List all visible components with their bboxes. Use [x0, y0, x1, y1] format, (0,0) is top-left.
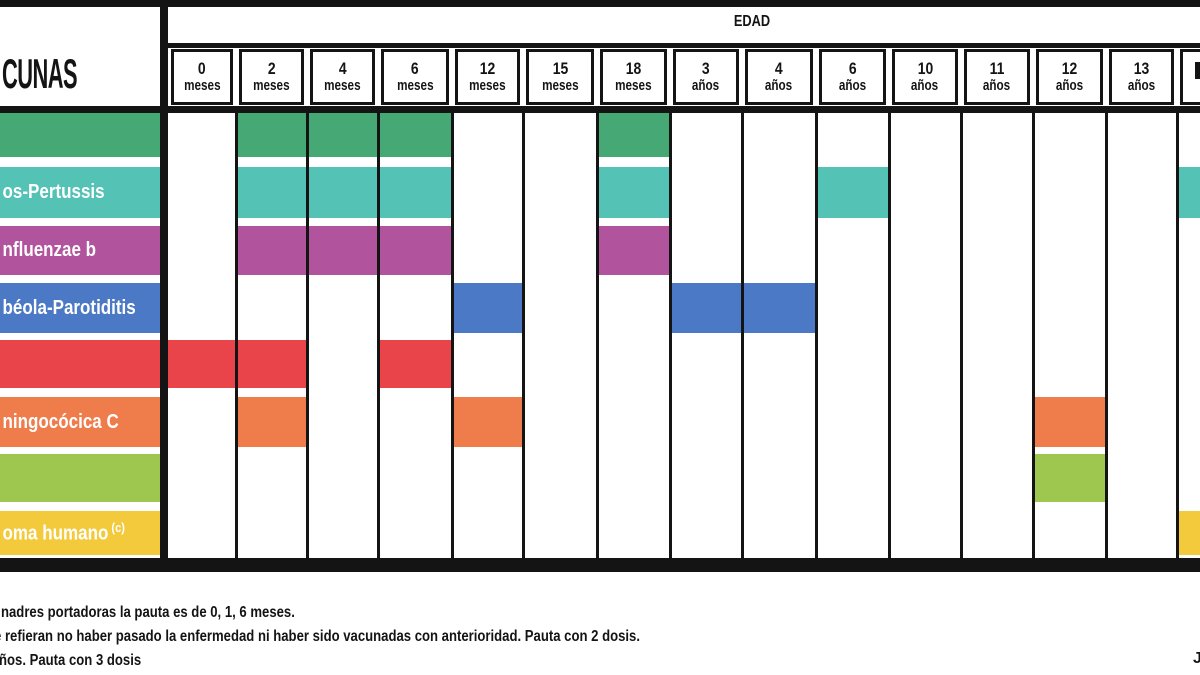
age-column-header: 11 años — [964, 49, 1030, 105]
vaccine-row-label: ningocócica C — [2, 410, 119, 433]
age-value: 12 — [1061, 59, 1078, 78]
grid-line — [235, 113, 238, 558]
grid-line — [451, 113, 454, 558]
vaccine-row-label: nfluenzae b — [2, 239, 97, 261]
dose-bar — [597, 226, 670, 275]
age-column-header: 3 años — [673, 49, 739, 105]
edad-axis-title: EDAD — [733, 13, 771, 30]
vaccine-row-band — [0, 340, 160, 388]
vaccine-row-label: oma humano (c) — [2, 520, 125, 545]
age-value: 3 — [702, 59, 710, 78]
age-column-header: 4 años — [745, 49, 813, 105]
header-bottom-border — [0, 106, 1200, 113]
age-value: 4 — [775, 59, 783, 78]
age-value: 6 — [848, 59, 857, 78]
age-value: 0 — [198, 59, 206, 78]
age-unit: meses — [396, 77, 434, 94]
grid-line — [888, 113, 891, 558]
age-unit: meses — [324, 77, 361, 94]
vaccine-row-band: oma humano (c) — [0, 511, 160, 555]
age-unit: meses — [541, 77, 579, 94]
age-column-header: 10 años — [892, 49, 958, 105]
dose-bar — [452, 283, 523, 333]
dose-bar — [816, 167, 889, 218]
age-value: 12 — [479, 59, 496, 78]
dose-bar — [1177, 511, 1200, 555]
age-value: 11 — [989, 59, 1005, 78]
age-unit: años — [838, 77, 867, 94]
age-value: 4 — [338, 59, 347, 78]
dose-bar — [236, 113, 452, 157]
edad-bottom-border — [168, 43, 1200, 48]
age-unit: meses — [469, 77, 506, 94]
age-unit: meses — [253, 77, 290, 94]
grid-line — [1032, 113, 1035, 558]
grid-line — [960, 113, 963, 558]
age-unit: meses — [183, 77, 221, 94]
age-unit: años — [911, 77, 939, 94]
grid-line — [741, 113, 744, 558]
labels-grid-divider — [160, 0, 168, 572]
dose-bar — [1177, 167, 1200, 218]
credit-clipped: J — [1193, 650, 1200, 667]
vaccine-row-band — [0, 113, 160, 157]
vaccine-row-band: béola-Parotiditis — [0, 283, 160, 333]
vaccine-row-band: os-Pertussis — [0, 167, 160, 218]
footnote-a: nadres portadoras la pauta es de 0, 1, 6… — [1, 604, 295, 621]
footnote-c: ños. Pauta con 3 dosis — [0, 652, 142, 669]
dose-bar — [597, 113, 670, 157]
grid-line — [306, 113, 309, 558]
grid-bottom-border — [0, 558, 1200, 572]
age-column-header: 15 meses — [526, 49, 594, 105]
age-value: 18 — [625, 59, 642, 78]
age-column-header: 13 años — [1109, 49, 1174, 105]
dose-bar — [1033, 397, 1106, 447]
age-column-header: 4 meses — [310, 49, 375, 105]
age-unit: años — [1127, 77, 1156, 94]
dose-bar — [1033, 454, 1106, 502]
top-border — [0, 0, 1200, 7]
dose-bar — [378, 340, 452, 388]
vaccine-row-band: nfluenzae b — [0, 226, 160, 275]
age-unit: años — [765, 77, 793, 94]
age-column-header: 18 meses — [600, 49, 667, 105]
grid-line — [377, 113, 380, 558]
grid-line — [522, 113, 525, 558]
dose-bar — [236, 226, 452, 275]
dose-bar — [452, 397, 523, 447]
grid-line — [1176, 113, 1179, 558]
grid-line — [815, 113, 818, 558]
vaccine-row-band — [0, 454, 160, 502]
vaccine-row-label: béola-Parotiditis — [2, 296, 136, 319]
grid-line — [596, 113, 599, 558]
vaccine-row-band: ningocócica C — [0, 397, 160, 447]
label-superscript: (c) — [108, 520, 125, 536]
age-value: 10 — [917, 59, 933, 78]
dose-bar — [236, 167, 452, 218]
grid-line — [669, 113, 672, 558]
age-unit: años — [983, 77, 1011, 94]
footnote-b: e refieran no haber pasado la enfermedad… — [0, 628, 640, 645]
age-column-header: 12 meses — [455, 49, 520, 105]
dose-bar — [597, 167, 670, 218]
age-unit: años — [692, 77, 720, 94]
age-column-header: 6 meses — [381, 49, 449, 105]
age-column-header: 2 meses — [239, 49, 304, 105]
age-value: 6 — [411, 59, 419, 78]
age-unit: años — [1055, 77, 1084, 94]
age-value: 13 — [1133, 59, 1150, 78]
grid-line — [1105, 113, 1108, 558]
age-value: 15 — [552, 59, 568, 78]
clipped-header-fragment — [1195, 62, 1200, 79]
age-value: 2 — [267, 59, 276, 78]
vaccine-row-label: os-Pertussis — [2, 181, 105, 203]
dose-bar — [236, 397, 307, 447]
age-unit: meses — [615, 77, 652, 94]
age-column-header: 12 años — [1036, 49, 1103, 105]
age-column-header: 6 años — [819, 49, 886, 105]
vacunas-title-clipped: CUNAS — [2, 50, 78, 97]
age-column-header: 0 meses — [171, 49, 233, 105]
